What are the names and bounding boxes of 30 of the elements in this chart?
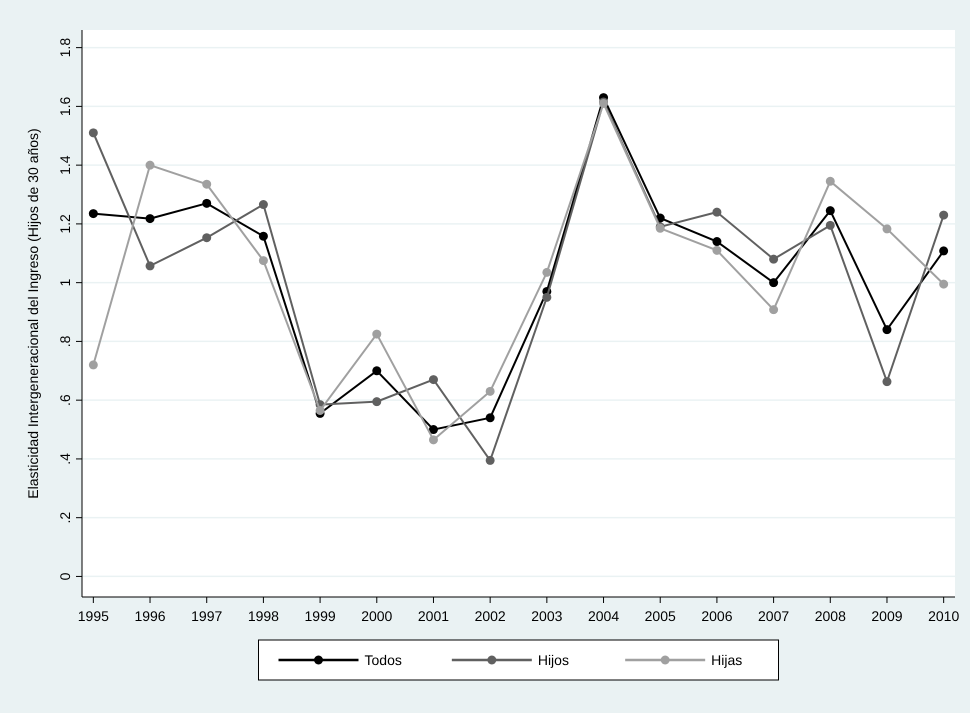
x-tick-label: 2010: [928, 608, 960, 624]
x-tick-label: 2002: [474, 608, 506, 624]
x-tick-label: 2005: [644, 608, 676, 624]
legend-label: Hijas: [711, 652, 742, 668]
y-tick-label: 1.8: [57, 38, 73, 58]
x-tick-label: 2001: [418, 608, 450, 624]
x-tick-label: 2003: [531, 608, 563, 624]
x-tick-label: 2008: [814, 608, 846, 624]
y-tick-label: 0: [57, 572, 73, 580]
x-tick-label: 2006: [701, 608, 733, 624]
x-tick-label: 2007: [758, 608, 790, 624]
y-tick-label: .6: [57, 394, 73, 406]
y-tick-label: 1: [57, 278, 73, 287]
y-tick-label: 1.6: [57, 96, 73, 116]
legend-label: Todos: [364, 652, 402, 668]
x-tick-label: 2009: [871, 608, 903, 624]
y-axis-title: Elasticidad Intergeneracional del Ingreso (Hijos de 30 años): [25, 128, 41, 499]
y-tick-label: .4: [57, 452, 73, 465]
x-tick-label: 2004: [588, 608, 620, 624]
x-tick-label: 1998: [248, 608, 280, 624]
x-tick-label: 1999: [304, 608, 336, 624]
x-tick-label: 2000: [361, 608, 393, 624]
x-tick-label: 1995: [78, 608, 110, 624]
y-tick-label: 1.2: [57, 214, 73, 234]
y-tick-label: .2: [57, 512, 73, 524]
y-tick-label: 1.4: [57, 155, 73, 175]
x-tick-label: 1996: [134, 608, 166, 624]
x-tick-label: 1997: [191, 608, 222, 624]
y-tick-label: .8: [57, 335, 73, 348]
legend-label: Hijos: [538, 652, 569, 668]
